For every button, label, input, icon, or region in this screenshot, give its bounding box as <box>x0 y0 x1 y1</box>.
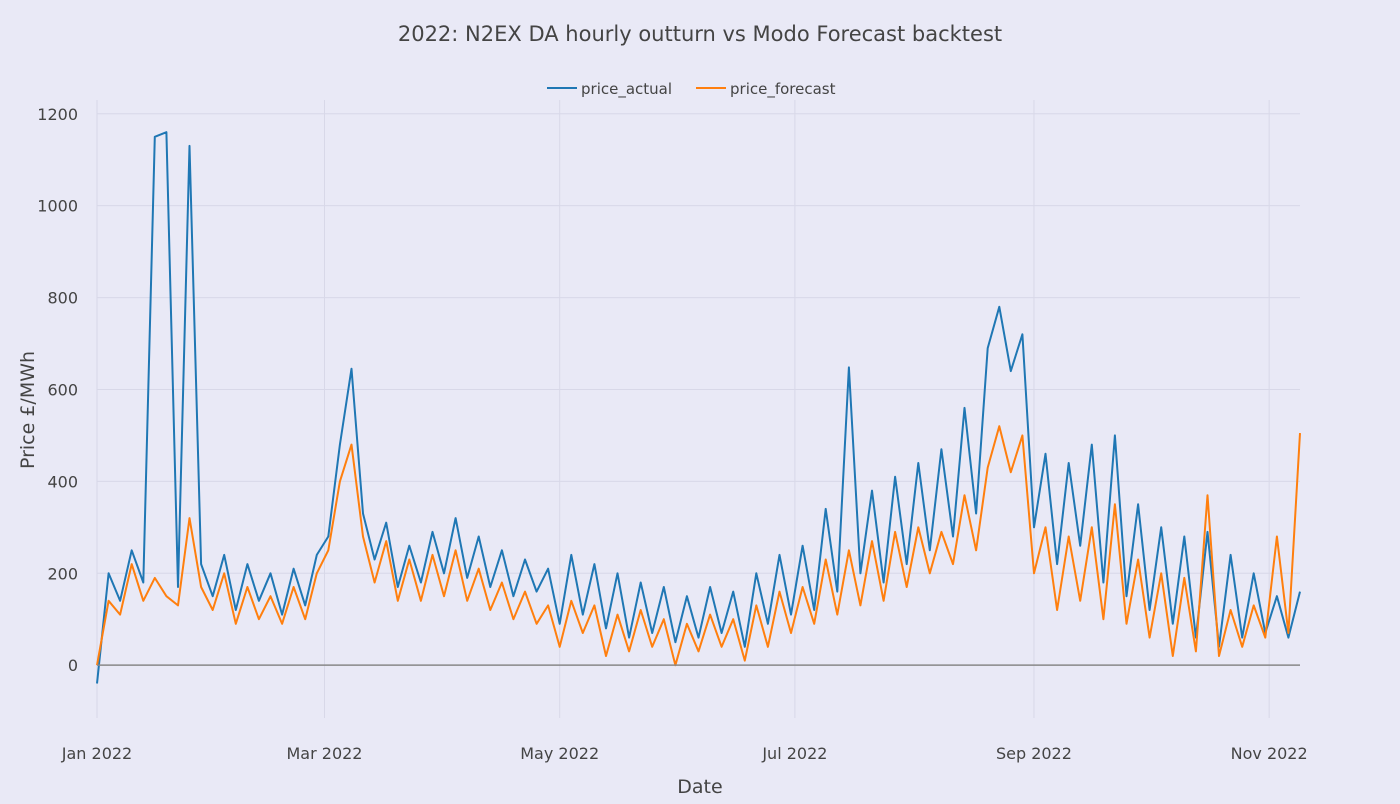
legend-label-price-forecast[interactable]: price_forecast <box>730 80 836 99</box>
x-tick-label: Jul 2022 <box>761 744 827 763</box>
chart-title: 2022: N2EX DA hourly outturn vs Modo For… <box>398 22 1002 46</box>
x-tick-label: Nov 2022 <box>1231 744 1308 763</box>
gridlines <box>96 100 1300 718</box>
series-lines <box>96 131 1301 684</box>
legend[interactable]: price_actual price_forecast <box>547 80 836 99</box>
x-tick-label: Mar 2022 <box>286 744 362 763</box>
x-axis-ticks: Jan 2022 Mar 2022 May 2022 Jul 2022 Sep 2022… <box>61 744 1308 763</box>
series-line-price-actual <box>96 131 1301 684</box>
y-tick-label: 800 <box>47 289 78 308</box>
x-tick-label: Sep 2022 <box>996 744 1072 763</box>
y-axis-ticks: 0 200 400 600 800 1000 1200 <box>37 105 78 675</box>
x-tick-label: May 2022 <box>520 744 599 763</box>
x-tick-label: Jan 2022 <box>61 744 132 763</box>
y-tick-label: 200 <box>47 564 78 583</box>
y-tick-label: 1000 <box>37 197 78 216</box>
x-axis-label: Date <box>677 776 722 798</box>
y-tick-label: 600 <box>47 380 78 399</box>
y-axis-label: Price £/MWh <box>17 351 39 469</box>
y-tick-label: 1200 <box>37 105 78 124</box>
series-line-price-forecast <box>96 425 1301 667</box>
y-tick-label: 400 <box>47 472 78 491</box>
legend-label-price-actual[interactable]: price_actual <box>581 80 672 99</box>
y-tick-label: 0 <box>68 656 78 675</box>
